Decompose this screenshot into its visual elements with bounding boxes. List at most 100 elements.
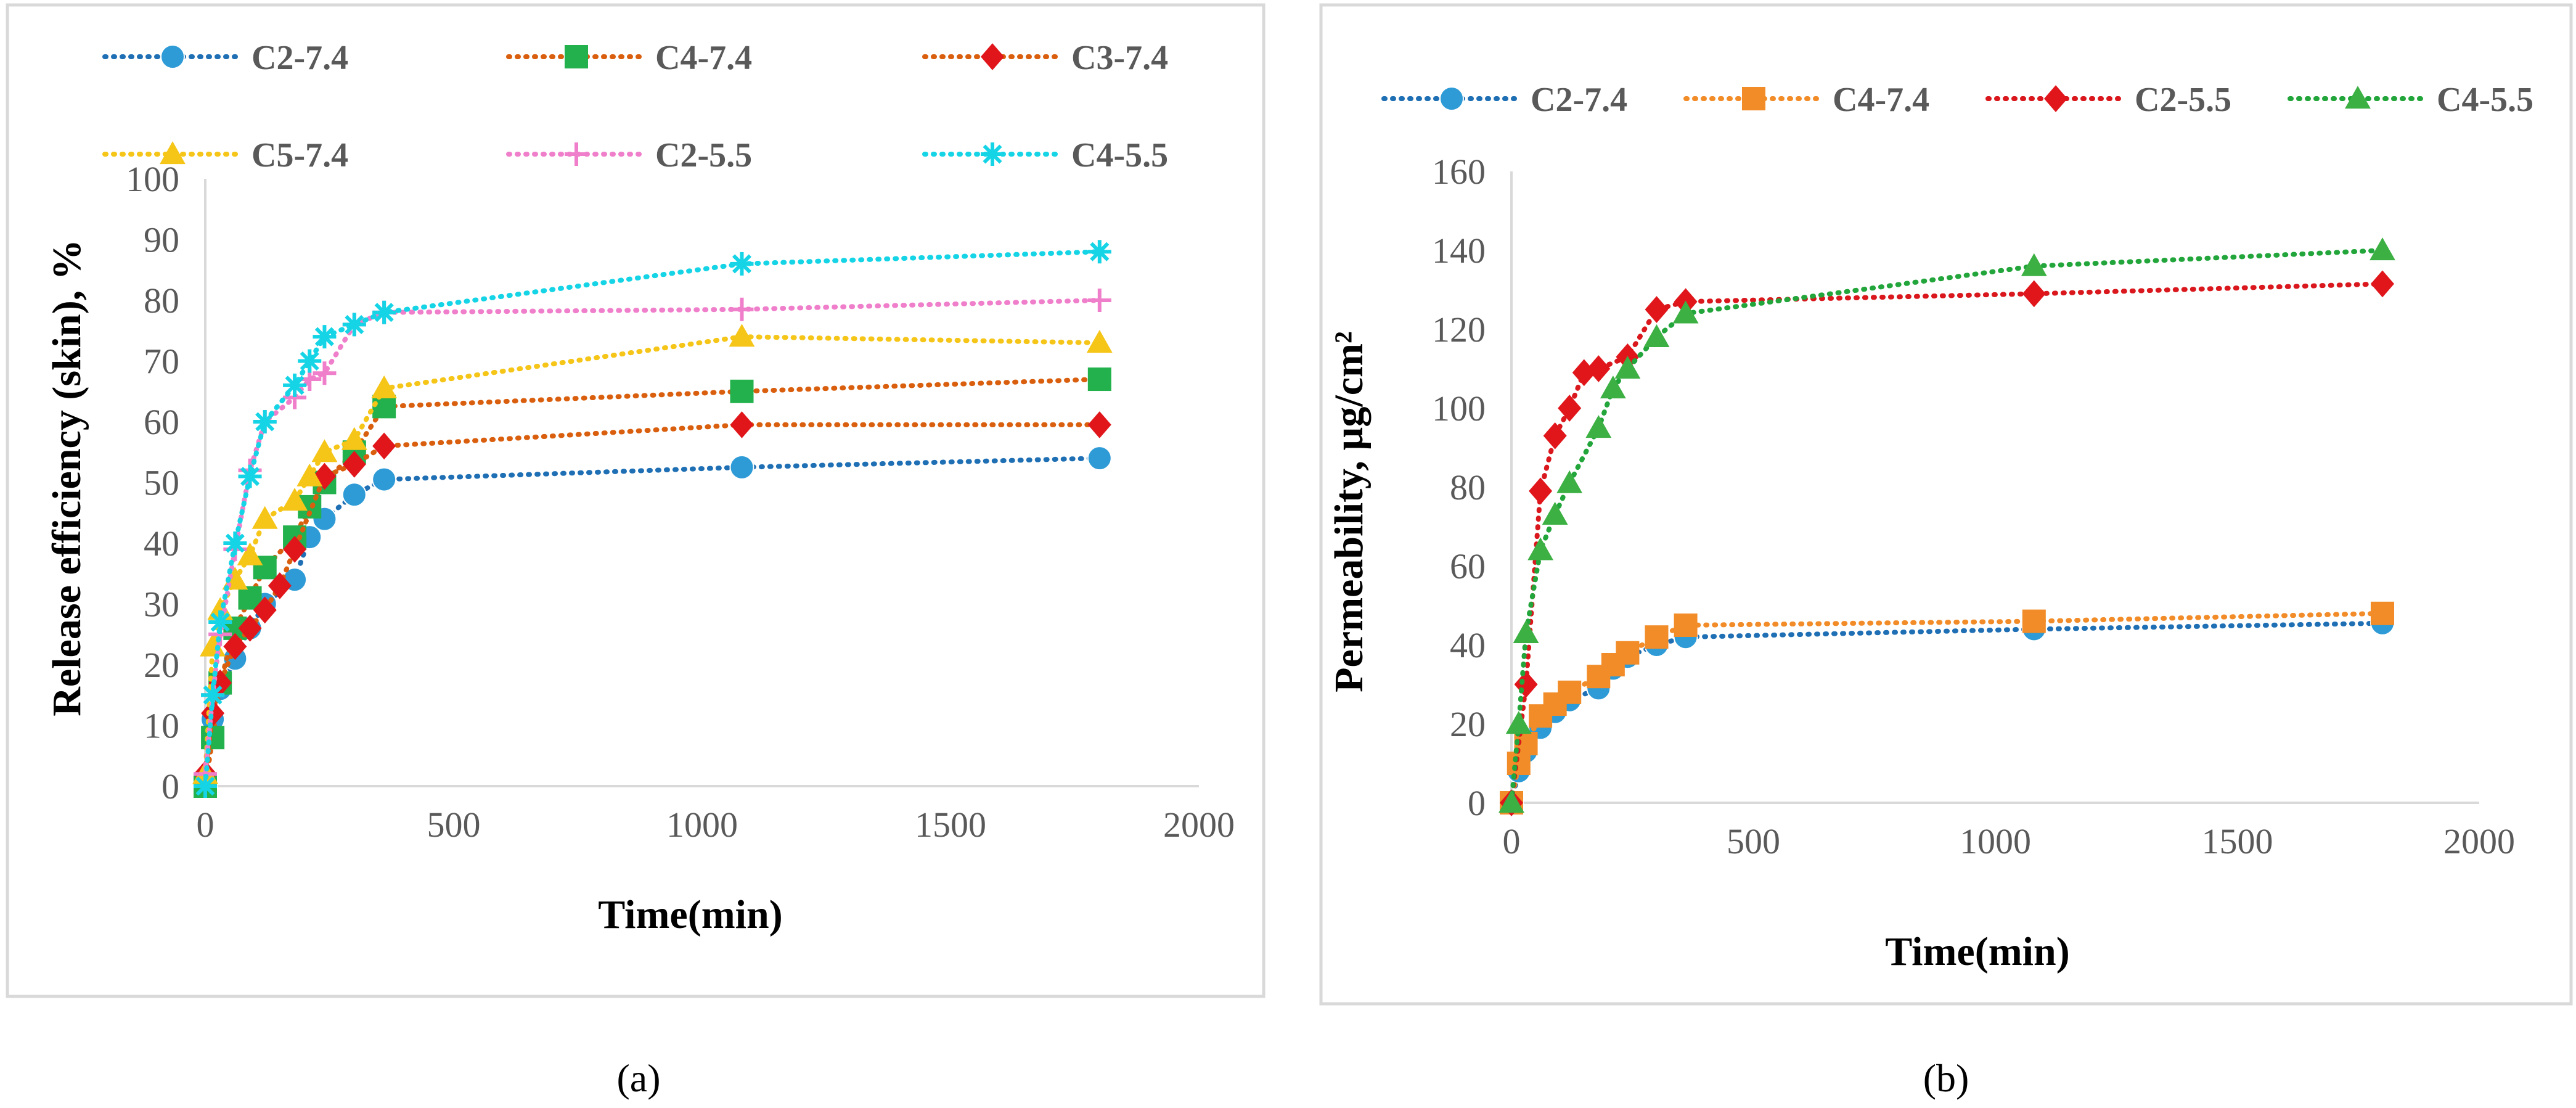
series-C4-7.4	[1500, 601, 2394, 815]
data-point	[730, 379, 754, 403]
x-tick-label: 1500	[2202, 821, 2273, 861]
x-tick-label: 2000	[1163, 805, 1235, 845]
legend-label: C2-7.4	[251, 39, 348, 77]
data-point	[237, 542, 263, 565]
data-point	[311, 439, 338, 462]
x-tick-label: 500	[1727, 821, 1780, 861]
data-point	[268, 572, 292, 599]
data-point	[313, 325, 337, 349]
legend-item: C4-5.5	[2288, 81, 2533, 119]
data-point	[1513, 620, 1539, 643]
x-tick-label: 2000	[2443, 821, 2515, 861]
data-point	[283, 536, 307, 563]
data-point	[1585, 415, 1612, 438]
y-tick-label: 160	[1432, 152, 1486, 192]
data-point	[298, 349, 322, 373]
y-tick-label: 70	[144, 342, 179, 382]
data-point	[194, 774, 217, 798]
data-point	[1672, 300, 1699, 324]
y-tick-label: 60	[144, 402, 179, 442]
legend-label: C2-7.4	[1531, 81, 1627, 119]
data-point	[251, 506, 278, 529]
data-point	[1529, 477, 1553, 505]
data-point	[2022, 609, 2046, 633]
data-point	[1514, 671, 1538, 698]
legend-marker	[1439, 86, 1464, 111]
legend-item: C4-5.5	[922, 136, 1168, 174]
data-point	[372, 395, 396, 419]
panel-b: C2-7.4 C4-7.4 C2-5.5 C4-5.5 0 20 40 60 80 100 120…	[1319, 3, 2573, 1006]
y-tick-label: 10	[144, 706, 179, 746]
panel-b-legend: C2-7.4 C4-7.4 C2-5.5 C4-5.5	[1381, 81, 2533, 119]
series-C3-7.4	[194, 411, 1111, 788]
data-point	[1600, 375, 1626, 399]
panel-a-x-axis-title: Time(min)	[598, 892, 782, 937]
legend-marker	[2345, 86, 2371, 109]
series-C2-5.5	[1500, 270, 2394, 816]
y-tick-label: 100	[1432, 388, 1486, 429]
x-tick-label: 0	[197, 805, 215, 845]
data-point	[341, 482, 367, 507]
data-point	[729, 324, 755, 347]
series-C4-5.5	[1499, 237, 2395, 813]
data-point	[313, 361, 337, 385]
data-point	[730, 411, 754, 438]
data-point	[1543, 422, 1567, 449]
data-point	[1087, 367, 1111, 392]
data-point	[223, 531, 247, 555]
data-point	[253, 410, 277, 433]
legend-label: C2-5.5	[2135, 81, 2231, 119]
data-point	[1507, 752, 1531, 775]
panel-b-label: (b)	[1923, 1056, 1969, 1100]
legend-item: C4-7.4	[1683, 81, 1929, 119]
y-tick-label: 40	[1450, 625, 1486, 665]
y-tick-label: 50	[144, 463, 179, 503]
panel-b-x-axis-title: Time(min)	[1885, 929, 2069, 974]
data-point	[372, 300, 396, 324]
y-tick-label: 60	[1450, 546, 1486, 586]
data-point	[729, 454, 754, 480]
legend-marker	[1742, 87, 1765, 110]
legend-label: C5-7.4	[251, 136, 348, 174]
data-point	[1556, 470, 1583, 493]
data-point	[730, 252, 754, 276]
panel-b-y-axis-title: Permeability, µg/cm²	[1327, 331, 1372, 692]
data-point	[1087, 240, 1111, 264]
data-point	[1558, 680, 1582, 704]
legend-item: C5-7.4	[102, 136, 348, 174]
data-point	[2022, 280, 2046, 308]
legend-marker	[2044, 85, 2067, 112]
data-point	[1087, 289, 1111, 312]
legend-marker	[565, 45, 588, 68]
data-point	[371, 375, 398, 398]
data-point	[2371, 270, 2394, 298]
legend-marker	[981, 43, 1004, 70]
data-point	[2021, 253, 2047, 276]
x-tick-label: 1500	[915, 805, 986, 845]
y-tick-label: 80	[144, 281, 179, 321]
data-point	[1542, 501, 1568, 525]
legend-label: C4-5.5	[1071, 136, 1168, 174]
legend-item: C2-5.5	[506, 136, 752, 174]
legend-item: C2-5.5	[1985, 81, 2231, 119]
legend-marker	[981, 142, 1004, 166]
panel-a-y-axis-title: Release efficiency (skin), %	[44, 239, 89, 716]
series-C4-5.5	[194, 240, 1111, 798]
data-point	[1558, 395, 1582, 422]
y-tick-label: 0	[1468, 783, 1486, 823]
legend-item: C2-7.4	[102, 39, 348, 77]
data-point	[372, 467, 397, 492]
data-point	[201, 683, 225, 707]
x-tick-label: 500	[427, 805, 481, 845]
data-point	[1572, 359, 1596, 387]
y-tick-label: 140	[1432, 231, 1486, 271]
y-tick-label: 90	[144, 220, 179, 260]
data-point	[223, 633, 247, 660]
data-point	[208, 610, 232, 634]
y-tick-label: 40	[144, 523, 179, 564]
y-tick-label: 80	[1450, 467, 1486, 507]
data-point	[1587, 355, 1611, 382]
data-point	[238, 615, 262, 642]
y-tick-label: 120	[1432, 310, 1486, 350]
